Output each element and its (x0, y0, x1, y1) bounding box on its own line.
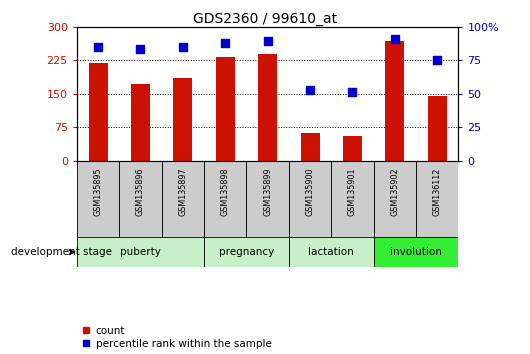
Text: GSM135896: GSM135896 (136, 167, 145, 216)
Bar (77, 161, 119, 237)
Bar (385, 41, 404, 161)
Point (221, 40, 229, 46)
Bar (89, 63, 108, 161)
Bar (204, 237, 289, 267)
Point (391, 36, 399, 41)
Text: puberty: puberty (120, 247, 161, 257)
Text: GSM135899: GSM135899 (263, 167, 272, 216)
Bar (374, 237, 458, 267)
Bar (258, 55, 277, 161)
Bar (131, 84, 150, 161)
Text: GSM135898: GSM135898 (221, 167, 229, 216)
Bar (119, 161, 162, 237)
Text: development stage: development stage (11, 247, 112, 257)
Bar (162, 161, 204, 237)
Text: GSM135900: GSM135900 (306, 167, 314, 216)
Bar (216, 57, 235, 161)
Text: GSM135895: GSM135895 (94, 167, 102, 216)
Text: GSM135902: GSM135902 (391, 167, 399, 216)
Point (263, 39, 272, 44)
Text: GDS2360 / 99610_at: GDS2360 / 99610_at (193, 12, 337, 27)
Bar (289, 237, 374, 267)
Text: pregnancy: pregnancy (219, 247, 274, 257)
Bar (331, 161, 374, 237)
Point (306, 87, 314, 93)
Text: involution: involution (390, 247, 442, 257)
Text: GSM135897: GSM135897 (179, 167, 187, 216)
Point (348, 90, 357, 95)
Bar (204, 161, 246, 237)
Bar (416, 161, 458, 237)
Point (136, 47, 145, 52)
Bar (246, 161, 289, 237)
Bar (77, 237, 204, 267)
Bar (343, 136, 362, 161)
Text: lactation: lactation (308, 247, 354, 257)
Point (433, 57, 441, 63)
Point (179, 44, 187, 50)
Text: GSM135901: GSM135901 (348, 167, 357, 216)
Bar (301, 133, 320, 161)
Bar (289, 161, 331, 237)
Legend: count, percentile rank within the sample: count, percentile rank within the sample (82, 326, 271, 349)
Bar (374, 161, 416, 237)
Point (94, 44, 102, 50)
Text: GSM136112: GSM136112 (433, 167, 441, 216)
Bar (173, 78, 192, 161)
Bar (428, 96, 447, 161)
